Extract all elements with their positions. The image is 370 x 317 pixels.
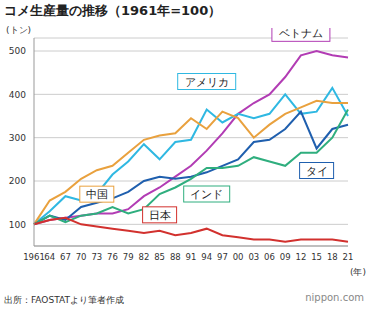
svg-text:日本: 日本 — [149, 209, 171, 222]
svg-text:00: 00 — [233, 252, 244, 262]
svg-text:73: 73 — [91, 252, 102, 262]
svg-text:97: 97 — [217, 252, 228, 262]
svg-text:85: 85 — [154, 252, 165, 262]
svg-text:76: 76 — [107, 252, 118, 262]
svg-text:21: 21 — [343, 252, 354, 262]
svg-text:15: 15 — [311, 252, 322, 262]
svg-text:300: 300 — [9, 133, 26, 143]
html-text:(トン): (トン) — [6, 25, 31, 35]
svg-text:91: 91 — [186, 252, 197, 262]
svg-text:67: 67 — [60, 252, 71, 262]
svg-text:18: 18 — [327, 252, 338, 262]
svg-text:500: 500 — [9, 46, 26, 56]
html-text:出所：FAOSTATより筆者作成: 出所：FAOSTATより筆者作成 — [4, 295, 124, 305]
svg-text:94: 94 — [201, 252, 212, 262]
html-text:(年): (年) — [350, 267, 366, 277]
svg-text:中国: 中国 — [86, 188, 108, 201]
svg-text:03: 03 — [248, 252, 259, 262]
svg-text:82: 82 — [138, 252, 149, 262]
html-text:コメ生産量の推移（1961年=100）: コメ生産量の推移（1961年=100） — [4, 3, 222, 18]
svg-text:88: 88 — [170, 252, 181, 262]
svg-text:400: 400 — [9, 90, 26, 100]
svg-text:06: 06 — [264, 252, 275, 262]
svg-text:200: 200 — [9, 176, 26, 186]
svg-text:アメリカ: アメリカ — [185, 76, 229, 89]
svg-text:64: 64 — [44, 252, 55, 262]
svg-text:インド: インド — [190, 188, 223, 201]
svg-text:12: 12 — [295, 252, 306, 262]
html-text:nippon.com: nippon.com — [305, 292, 364, 303]
svg-text:70: 70 — [76, 252, 87, 262]
svg-text:79: 79 — [123, 252, 134, 262]
svg-text:1961: 1961 — [23, 252, 45, 262]
svg-text:09: 09 — [280, 252, 291, 262]
svg-text:タイ: タイ — [306, 165, 328, 178]
svg-text:100: 100 — [9, 220, 26, 230]
svg-text:ベトナム: ベトナム — [279, 28, 323, 40]
